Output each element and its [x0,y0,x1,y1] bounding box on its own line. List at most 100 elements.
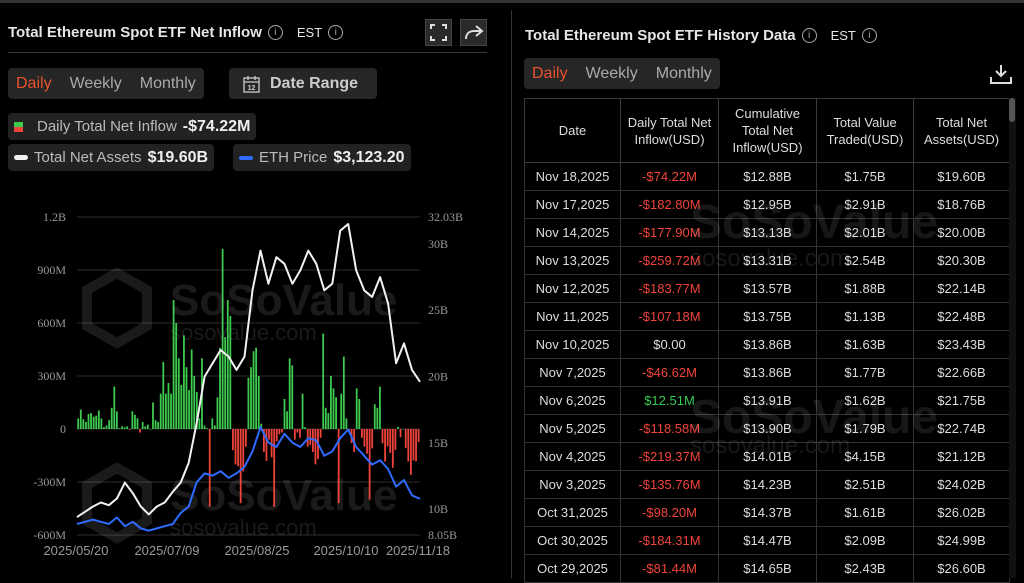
legend-inflow[interactable]: Daily Total Net Inflow -$74.22M [8,113,257,140]
inflow-bar[interactable] [293,429,296,440]
tab-weekly[interactable]: Weekly [585,64,638,82]
inflow-bar[interactable] [105,425,108,429]
inflow-bar[interactable] [244,429,247,447]
inflow-bar[interactable] [97,410,100,429]
inflow-bar[interactable] [224,337,227,429]
inflow-bar[interactable] [198,418,201,429]
inflow-bar[interactable] [152,402,154,430]
inflow-bar[interactable] [335,397,337,429]
inflow-bar[interactable] [402,429,405,430]
share-button[interactable] [460,19,487,46]
inflow-bar[interactable] [211,418,214,429]
inflow-bar[interactable] [255,347,258,429]
inflow-bar[interactable] [381,429,384,444]
inflow-bar[interactable] [136,418,139,429]
inflow-bar[interactable] [154,420,157,429]
inflow-bar[interactable] [226,300,229,429]
inflow-bar[interactable] [108,420,111,429]
inflow-bar[interactable] [183,335,185,429]
inflow-bar[interactable] [368,429,371,500]
inflow-bar[interactable] [250,367,252,429]
inflow-bar[interactable] [190,349,193,430]
table-row[interactable]: Nov 5,2025 -$118.58M $13.90B $1.79B $22.74B [524,414,1010,443]
inflow-bar[interactable] [90,413,92,429]
table-row[interactable]: Nov 10,2025 $0.00 $13.86B $1.63B $23.43B [524,330,1010,359]
inflow-bar[interactable] [262,429,265,452]
tab-monthly[interactable]: Monthly [139,74,196,92]
info-icon[interactable]: i [861,28,877,43]
download-button[interactable] [990,64,1012,89]
inflow-bar[interactable] [221,248,224,429]
inflow-bar[interactable] [128,429,131,430]
column-header[interactable]: Date [524,98,621,163]
inflow-bar[interactable] [242,429,245,472]
inflow-bar[interactable] [270,429,273,458]
inflow-bar[interactable] [185,367,188,429]
tab-monthly[interactable]: Monthly [655,64,712,82]
date-range-button[interactable]: 12 Date Range [229,68,377,99]
info-icon[interactable]: i [801,28,817,43]
inflow-bar[interactable] [265,429,268,461]
inflow-bar[interactable] [126,426,129,429]
table-row[interactable]: Oct 31,2025 -$98.20M $14.37B $1.61B $26.02B [524,498,1010,527]
inflow-bar[interactable] [203,425,206,429]
fullscreen-button[interactable] [425,19,452,46]
inflow-bar[interactable] [330,376,332,429]
column-header[interactable]: Daily Total Net Inflow(USD) [620,98,719,163]
scrollbar-thumb[interactable] [1009,98,1015,122]
inflow-bar[interactable] [296,429,299,433]
inflow-bar[interactable] [332,388,335,429]
inflow-bar[interactable] [193,376,196,429]
inflow-bar[interactable] [157,421,160,429]
inflow-bar[interactable] [177,358,180,429]
inflow-bar[interactable] [164,393,167,429]
inflow-bar[interactable] [337,429,340,504]
table-row[interactable]: Nov 14,2025 -$177.90M $13.13B $2.01B $20.00B [524,218,1010,247]
inflow-bar[interactable] [281,429,283,433]
inflow-bar[interactable] [283,398,286,429]
inflow-bar[interactable] [180,384,183,429]
inflow-bar[interactable] [299,429,301,438]
inflow-bar[interactable] [188,390,190,429]
inflow-bar[interactable] [87,413,90,429]
inflow-bar[interactable] [139,429,141,433]
inflow-bar[interactable] [110,407,113,429]
inflow-bar[interactable] [234,429,237,465]
info-icon[interactable]: i [328,25,344,40]
inflow-bar[interactable] [229,315,232,429]
inflow-bar[interactable] [219,347,221,429]
inflow-bar[interactable] [141,421,144,429]
inflow-bar[interactable] [363,429,366,447]
inflow-bar[interactable] [232,429,234,451]
inflow-bar[interactable] [131,411,134,429]
table-row[interactable]: Nov 7,2025 -$46.62M $13.86B $1.77B $22.66B [524,358,1010,387]
inflow-bar[interactable] [149,429,152,430]
table-row[interactable]: Nov 17,2025 -$182.80M $12.95B $2.91B $18.76B [524,190,1010,219]
inflow-bar[interactable] [291,365,294,429]
legend-eth-price[interactable]: ETH Price $3,123.20 [233,144,411,171]
inflow-bar[interactable] [412,429,415,461]
inflow-bar[interactable] [77,418,80,429]
tab-daily[interactable]: Daily [532,64,568,82]
inflow-bar[interactable] [376,407,379,429]
inflow-bar[interactable] [379,386,381,429]
inflow-bar[interactable] [216,397,219,429]
column-header[interactable]: Cumulative Total Net Inflow(USD) [718,98,817,163]
inflow-bar[interactable] [146,424,149,429]
eth-price-line[interactable] [76,426,421,532]
inflow-bar[interactable] [301,393,304,429]
inflow-bar[interactable] [100,418,103,429]
inflow-bar[interactable] [340,393,343,429]
inflow-bar[interactable] [123,427,126,429]
inflow-bar[interactable] [373,404,376,429]
inflow-bar[interactable] [309,429,312,445]
inflow-bar[interactable] [324,407,327,429]
inflow-bar[interactable] [260,423,263,429]
inflow-bar[interactable] [257,376,260,429]
inflow-bar[interactable] [167,383,170,429]
table-row[interactable]: Nov 13,2025 -$259.72M $13.31B $2.54B $20.30B [524,246,1010,275]
table-row[interactable]: Nov 18,2025 -$74.22M $12.88B $1.75B $19.60B [524,162,1010,191]
table-row[interactable]: Nov 12,2025 -$183.77M $13.57B $1.88B $22.14B [524,274,1010,303]
inflow-bar[interactable] [391,429,394,468]
table-row[interactable]: Oct 29,2025 -$81.44M $14.65B $2.43B $26.60B [524,554,1010,583]
